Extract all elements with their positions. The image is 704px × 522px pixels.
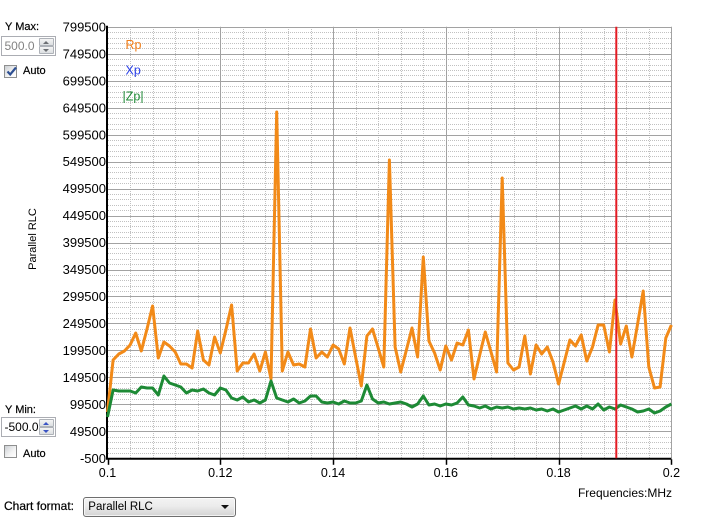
svg-text:449500: 449500: [63, 208, 106, 223]
svg-text:0.12: 0.12: [208, 466, 232, 480]
svg-text:199500: 199500: [63, 343, 106, 358]
svg-text:|Zp|: |Zp|: [123, 89, 144, 103]
svg-text:549500: 549500: [63, 154, 106, 169]
svg-text:599500: 599500: [63, 127, 106, 142]
svg-text:649500: 649500: [63, 100, 106, 115]
svg-text:749500: 749500: [63, 46, 106, 61]
svg-text:0.14: 0.14: [321, 466, 345, 480]
svg-text:0.16: 0.16: [434, 466, 458, 480]
svg-text:249500: 249500: [63, 316, 106, 331]
svg-text:349500: 349500: [63, 262, 106, 277]
svg-text:499500: 499500: [63, 181, 106, 196]
svg-text:-500: -500: [80, 451, 106, 466]
svg-text:0.2: 0.2: [663, 466, 680, 480]
svg-text:0.1: 0.1: [99, 466, 116, 480]
svg-text:799500: 799500: [63, 19, 106, 34]
svg-text:699500: 699500: [63, 73, 106, 88]
svg-text:49500: 49500: [70, 424, 106, 439]
svg-text:99500: 99500: [70, 397, 106, 412]
svg-text:Xp: Xp: [126, 64, 141, 78]
svg-text:Frequencies:MHz: Frequencies:MHz: [578, 486, 672, 500]
svg-text:399500: 399500: [63, 235, 106, 250]
svg-text:149500: 149500: [63, 370, 106, 385]
svg-text:0.18: 0.18: [546, 466, 570, 480]
svg-text:Rp: Rp: [126, 38, 142, 52]
svg-text:299500: 299500: [63, 289, 106, 304]
